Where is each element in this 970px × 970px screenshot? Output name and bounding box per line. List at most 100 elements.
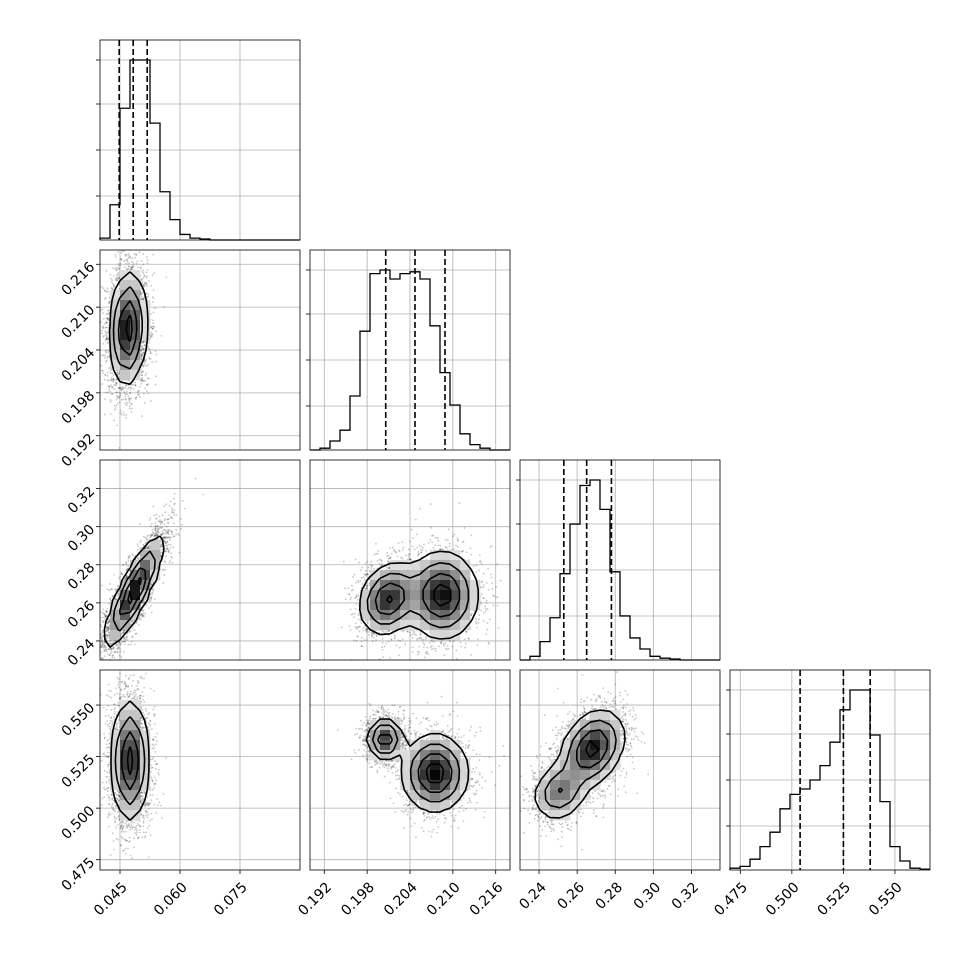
sample-point xyxy=(160,334,163,337)
sample-point xyxy=(105,338,108,340)
sample-point xyxy=(139,293,142,296)
sample-point xyxy=(142,349,145,352)
sample-point xyxy=(118,386,121,389)
sample-point xyxy=(167,528,169,531)
sample-point xyxy=(163,560,166,563)
sample-point xyxy=(154,383,157,386)
sample-point xyxy=(124,259,127,262)
sample-point xyxy=(142,609,145,611)
sample-point xyxy=(173,509,176,511)
sample-point xyxy=(167,548,169,551)
sample-point xyxy=(106,634,109,637)
sample-point xyxy=(102,336,105,338)
sample-point xyxy=(154,598,156,601)
density-cell xyxy=(120,360,131,371)
sample-point xyxy=(106,636,109,639)
sample-point xyxy=(119,575,122,578)
sample-point xyxy=(106,356,109,359)
sample-point xyxy=(123,392,126,395)
sample-point xyxy=(143,379,146,382)
sample-point xyxy=(110,378,113,381)
sample-point xyxy=(106,321,108,324)
sample-point xyxy=(181,499,184,502)
sample-point xyxy=(106,629,109,632)
sample-point xyxy=(124,266,126,269)
sample-point xyxy=(135,398,137,400)
sample-point xyxy=(128,265,131,268)
sample-point xyxy=(122,248,124,250)
sample-point xyxy=(117,396,120,399)
sample-point xyxy=(178,534,180,537)
sample-point xyxy=(95,301,97,303)
sample-point xyxy=(143,402,146,404)
sample-point xyxy=(102,317,105,320)
sample-point xyxy=(165,276,168,279)
sample-point xyxy=(108,620,110,623)
sample-point xyxy=(118,593,121,596)
sample-point xyxy=(107,665,109,667)
sample-point xyxy=(156,529,159,532)
sample-point xyxy=(136,260,139,263)
sample-point xyxy=(141,354,143,356)
sample-point xyxy=(130,403,132,405)
sample-point xyxy=(108,654,111,657)
sample-point xyxy=(163,519,166,522)
sample-point xyxy=(102,634,105,637)
sample-point xyxy=(105,610,108,613)
sample-point xyxy=(107,379,110,382)
sample-point xyxy=(162,568,165,571)
sample-point xyxy=(142,298,145,300)
sample-point xyxy=(160,540,163,543)
sample-point xyxy=(142,392,145,395)
sample-point xyxy=(110,642,113,645)
sample-point xyxy=(135,253,138,256)
sample-point xyxy=(108,637,111,639)
sample-point xyxy=(95,367,97,369)
sample-point xyxy=(111,282,114,285)
sample-point xyxy=(105,626,108,628)
sample-point xyxy=(128,381,131,384)
sample-point xyxy=(145,390,148,392)
sample-point xyxy=(123,226,125,228)
sample-point xyxy=(105,338,108,340)
sample-point xyxy=(161,520,163,523)
sample-point xyxy=(116,643,118,646)
sample-point xyxy=(141,614,144,617)
sample-point xyxy=(156,527,159,530)
sample-point xyxy=(116,277,119,280)
sample-point xyxy=(120,386,123,389)
sample-point xyxy=(121,573,124,576)
sample-point xyxy=(115,589,117,592)
sample-point xyxy=(114,382,117,385)
sample-point xyxy=(115,266,118,269)
density-cell xyxy=(130,280,141,291)
sample-point xyxy=(117,271,120,274)
density-cell xyxy=(130,350,141,361)
sample-point xyxy=(113,651,116,653)
sample-point xyxy=(136,548,139,551)
density-cell xyxy=(120,350,131,361)
sample-point xyxy=(128,397,130,400)
density-cell xyxy=(110,320,121,331)
sample-point xyxy=(118,446,121,449)
sample-point xyxy=(134,381,137,384)
sample-point xyxy=(147,296,150,299)
sample-point xyxy=(112,653,115,656)
sample-point xyxy=(116,402,119,405)
sample-point xyxy=(128,401,131,404)
sample-point xyxy=(154,527,157,530)
sample-point xyxy=(115,279,118,282)
sample-point xyxy=(138,385,141,388)
sample-point xyxy=(122,650,125,653)
sample-point xyxy=(159,554,162,557)
sample-point xyxy=(56,703,58,705)
histogram-panel-0 xyxy=(96,39,301,241)
sample-point xyxy=(146,262,149,265)
sample-point xyxy=(105,351,108,354)
sample-point xyxy=(113,384,116,387)
sample-point xyxy=(167,521,169,524)
sample-point xyxy=(102,342,105,345)
sample-point xyxy=(144,387,146,390)
sample-point xyxy=(142,380,144,383)
